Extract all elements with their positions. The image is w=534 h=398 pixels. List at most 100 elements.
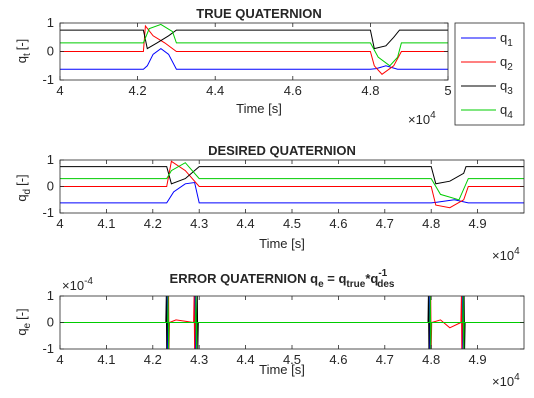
title-sub-true: true <box>346 279 365 290</box>
x-exponent-power: 4 <box>430 110 436 121</box>
y-exponent: ×10-4 <box>62 276 93 293</box>
x-tick-label: 4.4 <box>237 352 255 367</box>
series-line-q4 <box>60 23 448 67</box>
y-exponent-power: -4 <box>84 276 93 287</box>
legend-label-main: q <box>500 102 507 117</box>
x-tick-label: 4.3 <box>190 216 208 231</box>
series-line-q2 <box>60 24 448 75</box>
x-tick-label: 4.4 <box>237 216 255 231</box>
y-tick-label: 0 <box>47 179 54 194</box>
title-star: *q <box>365 271 378 286</box>
x-tick-label: 4.1 <box>97 216 115 231</box>
x-axis-label: Time [s] <box>259 236 305 251</box>
legend-label-main: q <box>500 54 507 69</box>
series-line-q2 <box>60 160 524 209</box>
x-tick-label: 4.8 <box>422 216 440 231</box>
y-label-unit: [-] <box>14 174 29 186</box>
x-exponent-base: ×10 <box>408 112 430 127</box>
x-exponent-power: 4 <box>514 246 520 257</box>
x-tick-label: 4.6 <box>329 216 347 231</box>
y-label-unit: [-] <box>14 308 29 320</box>
x-tick-label: 4.9 <box>469 352 487 367</box>
series-line-q3 <box>60 29 448 50</box>
y-axis-label: qt [-] <box>14 39 33 64</box>
y-label-main: q <box>14 194 29 201</box>
title-main: ERROR QUATERNION q <box>170 271 319 286</box>
x-exponent: ×104 <box>408 110 436 127</box>
x-tick-label: 4 <box>56 352 63 367</box>
x-tick-label: 4.8 <box>422 352 440 367</box>
y-label-main: q <box>14 56 29 63</box>
y-tick-label: -1 <box>42 72 54 87</box>
x-tick-label: 4.6 <box>329 352 347 367</box>
y-exponent-base: ×10 <box>62 278 84 293</box>
legend-label-sub: 2 <box>507 62 513 73</box>
series-layer <box>60 296 524 349</box>
x-tick-label: 4.7 <box>376 352 394 367</box>
legend-label-4: q4 <box>500 102 513 121</box>
y-tick-label: 1 <box>47 152 54 167</box>
x-exponent: ×104 <box>492 372 520 389</box>
x-tick-label: 4.5 <box>283 216 301 231</box>
y-label-main: q <box>14 328 29 335</box>
x-axis-label: Time [s] <box>236 101 282 116</box>
desired-quaternion-panel: DESIRED QUATERNION 4 4.1 4.2 4.3 4.4 4.5 4.6 4.… <box>14 143 525 263</box>
series-line-q4 <box>60 296 524 349</box>
title-sup: -1 <box>378 268 387 279</box>
true-quaternion-panel: TRUE QUATERNION 4 4.2 4.4 4.6 4.8 5 -1 0 1 Time … <box>14 6 452 127</box>
legend-label-sub: 4 <box>507 110 513 121</box>
y-tick-label: -1 <box>42 341 54 356</box>
panel-title: DESIRED QUATERNION <box>208 143 356 158</box>
legend-label-sub: 1 <box>507 38 513 49</box>
series-layer <box>60 160 524 209</box>
legend-label-1: q1 <box>500 30 513 49</box>
x-exponent-base: ×10 <box>492 374 514 389</box>
x-exponent-base: ×10 <box>492 248 514 263</box>
series-line-q4 <box>60 162 524 201</box>
y-axis-label: qd [-] <box>14 174 33 201</box>
legend-label-2: q2 <box>500 54 513 73</box>
y-tick-label: 1 <box>47 288 54 303</box>
x-tick-label: 4.4 <box>206 83 224 98</box>
x-tick-label: 4 <box>56 216 63 231</box>
panel-title: ERROR QUATERNION qe = qtrue*q-1 des <box>170 268 395 290</box>
x-exponent-power: 4 <box>514 372 520 383</box>
y-tick-label: 0 <box>47 44 54 59</box>
y-tick-label: 1 <box>47 15 54 30</box>
x-tick-label: 4.5 <box>283 352 301 367</box>
series-layer <box>60 23 448 75</box>
y-tick-label: 0 <box>47 315 54 330</box>
x-tick-label: 5 <box>444 83 451 98</box>
x-tick-label: 4.9 <box>469 216 487 231</box>
panel-title: TRUE QUATERNION <box>196 6 321 21</box>
x-tick-label: 4.1 <box>97 352 115 367</box>
x-tick-label: 4.3 <box>190 352 208 367</box>
legend-box <box>454 22 525 126</box>
title-mid: = q <box>324 271 347 286</box>
y-label-sub: d <box>22 189 33 195</box>
error-quaternion-panel: ERROR QUATERNION qe = qtrue*q-1 des ×10-4… <box>14 268 525 389</box>
legend-label-3: q3 <box>500 78 513 97</box>
y-axis-label: qe [-] <box>14 308 33 335</box>
x-exponent: ×104 <box>492 246 520 263</box>
x-tick-label: 4.2 <box>129 83 147 98</box>
y-label-unit: [-] <box>14 39 29 51</box>
title-sub-e: e <box>318 279 324 290</box>
x-axis-label: Time [s] <box>259 362 305 377</box>
x-tick-label: 4.6 <box>284 83 302 98</box>
x-tick-label: 4.7 <box>376 216 394 231</box>
x-tick-label: 4.8 <box>361 83 379 98</box>
y-label-sub: e <box>22 322 33 328</box>
x-tick-label: 4 <box>56 83 63 98</box>
y-label-sub: t <box>22 53 33 56</box>
x-tick-label: 4.2 <box>144 352 162 367</box>
series-line-q1 <box>60 47 448 70</box>
y-tick-label: -1 <box>42 205 54 220</box>
x-tick-label: 4.2 <box>144 216 162 231</box>
series-line-q1 <box>60 181 524 204</box>
legend-label-main: q <box>500 78 507 93</box>
legend-label-main: q <box>500 30 507 45</box>
legend-label-sub: 3 <box>507 86 513 97</box>
